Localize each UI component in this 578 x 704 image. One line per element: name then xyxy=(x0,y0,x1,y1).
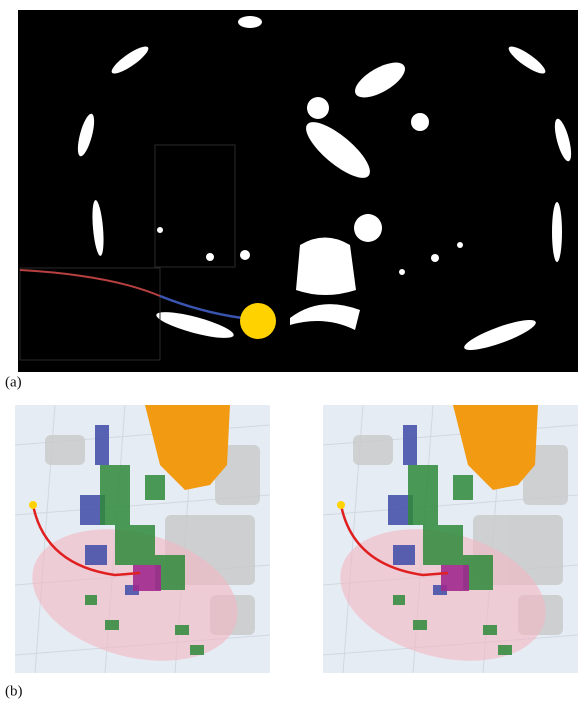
panel-b-right-image xyxy=(323,405,578,682)
panel-label: (a) xyxy=(5,374,22,390)
structure xyxy=(157,227,163,233)
structure xyxy=(399,269,405,275)
panel-label: (b) xyxy=(5,683,23,699)
panel-a-image xyxy=(18,10,578,372)
structure xyxy=(238,16,262,28)
structure xyxy=(240,250,250,260)
figure: (a) (b) xyxy=(0,0,578,704)
structure xyxy=(296,238,356,296)
structure xyxy=(431,254,439,262)
panel-b-left-image xyxy=(15,405,270,682)
structure xyxy=(307,97,329,119)
structure xyxy=(354,214,382,242)
structure xyxy=(411,113,429,131)
structure xyxy=(552,202,562,262)
target-point xyxy=(240,303,276,339)
page: {"panels": [{"label": "(a)"}, {"label": … xyxy=(0,0,578,704)
structure xyxy=(206,253,214,261)
structure xyxy=(457,242,463,248)
